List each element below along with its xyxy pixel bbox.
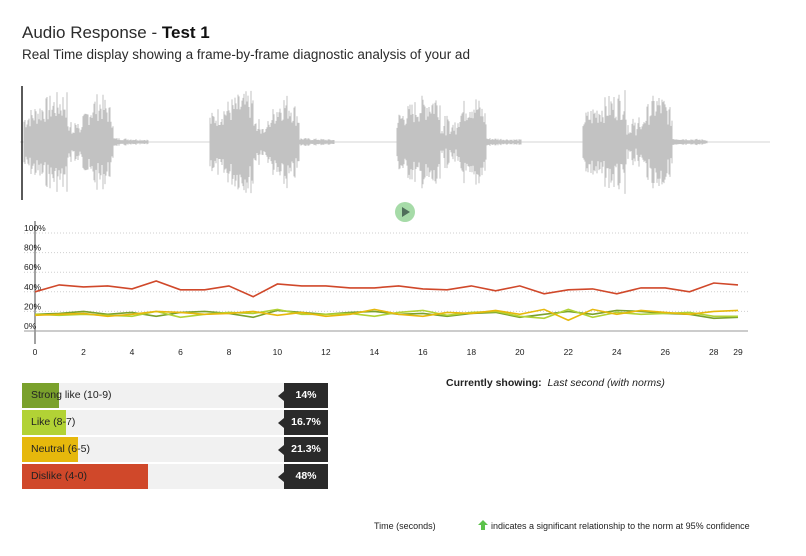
response-bar-fill (22, 410, 66, 435)
series-line-4 (34, 280, 739, 298)
response-bar-fill (22, 437, 78, 462)
waveform-clip-4 (582, 90, 708, 194)
response-bar-value: 16.7% (278, 410, 328, 435)
x-tick-label: 2 (81, 347, 86, 357)
y-tick-label: 40% (24, 282, 41, 292)
x-tick-label: 29 (733, 347, 743, 357)
showing-value: Last second (with norms) (547, 377, 665, 389)
response-bar-value: 48% (278, 464, 328, 489)
green-up-arrow-icon (478, 520, 488, 530)
x-tick-label: 26 (661, 347, 671, 357)
audio-waveform[interactable] (20, 84, 770, 200)
waveform-clip-1 (23, 92, 149, 192)
x-tick-label: 4 (130, 347, 135, 357)
page-title: Audio Response - Test 1 (22, 23, 210, 43)
response-bar-fill (22, 383, 59, 408)
x-tick-label: 6 (178, 347, 183, 357)
currently-showing: Currently showing: Last second (with nor… (446, 377, 665, 389)
response-bar-row: Like (8-7) 16.7% (22, 410, 328, 435)
x-tick-label: 24 (612, 347, 622, 357)
time-axis-label: Time (seconds) (374, 521, 436, 531)
response-bar-row: Neutral (6-5) 21.3% (22, 437, 328, 462)
y-tick-label: 20% (24, 301, 41, 311)
x-tick-label: 18 (467, 347, 477, 357)
response-bar-value: 14% (278, 383, 328, 408)
response-bar-label: Strong like (10-9) (31, 389, 112, 401)
response-bar-row: Strong like (10-9) 14% (22, 383, 328, 408)
response-bar-label: Like (8-7) (31, 416, 76, 428)
x-tick-label: 28 (709, 347, 719, 357)
x-tick-label: 0 (33, 347, 38, 357)
series-line-3 (34, 308, 739, 322)
showing-label: Currently showing: (446, 377, 542, 389)
waveform-clip-2 (209, 90, 335, 194)
test-name: Test 1 (161, 23, 210, 42)
x-tick-label: 20 (515, 347, 525, 357)
x-tick-label: 16 (418, 347, 428, 357)
y-tick-label: 80% (24, 243, 41, 253)
response-bar-label: Neutral (6-5) (31, 443, 90, 455)
response-bar-label: Dislike (4-0) (31, 470, 88, 482)
x-tick-label: 10 (273, 347, 283, 357)
response-bar-value: 21.3% (278, 437, 328, 462)
title-prefix: Audio Response - (22, 23, 162, 42)
x-tick-label: 12 (321, 347, 331, 357)
response-bar-fill (22, 464, 148, 489)
y-tick-label: 0% (24, 321, 37, 331)
response-line-chart: 0%20%40%60%80%100%0246810121416182022242… (24, 221, 748, 357)
x-tick-label: 8 (227, 347, 232, 357)
series-line-1 (34, 309, 739, 320)
significance-text: indicates a significant relationship to … (491, 521, 750, 531)
y-tick-label: 60% (24, 262, 41, 272)
waveform-clip-3 (396, 95, 522, 189)
play-button[interactable] (395, 202, 415, 222)
x-tick-label: 14 (370, 347, 380, 357)
x-tick-label: 22 (564, 347, 574, 357)
response-bar-row: Dislike (4-0) 48% (22, 464, 328, 489)
page-subtitle: Real Time display showing a frame-by-fra… (22, 47, 470, 62)
significance-legend: indicates a significant relationship to … (478, 520, 750, 531)
